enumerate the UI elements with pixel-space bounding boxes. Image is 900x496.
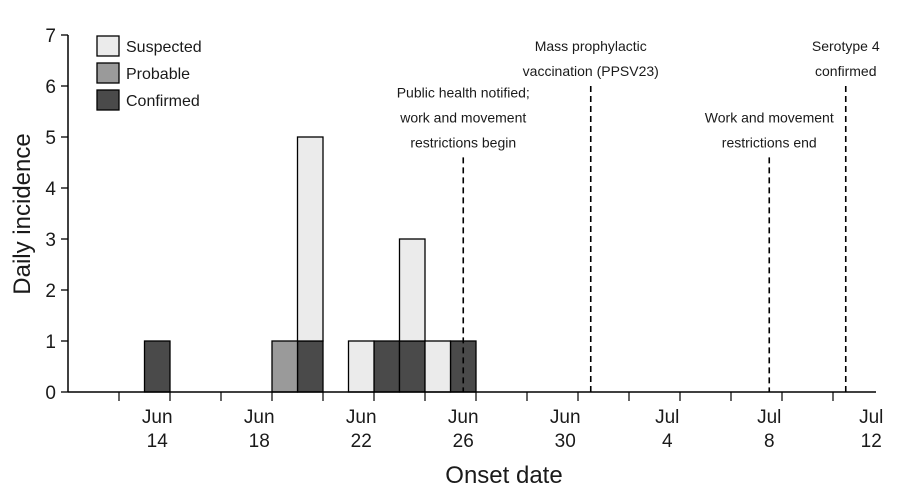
- bar-confirmed-jun-24: [398, 340, 426, 393]
- legend-label-confirmed: Confirmed: [126, 93, 200, 110]
- bars-layer: [143, 136, 477, 393]
- x-tick-label-jun-22: Jun: [346, 407, 377, 428]
- y-tick-label-7: 7: [45, 26, 56, 47]
- x-tick-label-jun-22-day: 22: [351, 431, 372, 452]
- annotation-3-line-1: Work and movement: [705, 109, 834, 125]
- x-tick-label-jun-26-day: 26: [453, 431, 474, 452]
- x-tick-label-jul-12: Jul: [859, 407, 883, 428]
- annotation-2-line-2: vaccination (PPSV23): [523, 63, 659, 79]
- annotation-4-line-1: Serotype 4: [812, 38, 880, 54]
- y-tick-label-6: 6: [45, 77, 56, 98]
- annotations-layer: Public health notified; work and movement…: [397, 38, 880, 392]
- annotation-1-line-2: work and movement: [399, 109, 526, 125]
- x-axis-title: Onset date: [445, 462, 562, 489]
- annotation-1-line-3: restrictions begin: [410, 134, 516, 150]
- annotation-4-line-2: confirmed: [815, 63, 876, 79]
- annotation-3-line-2: restrictions end: [722, 134, 817, 150]
- y-tick-label-4: 4: [45, 179, 56, 200]
- bar-confirmed-jun-20: [296, 340, 324, 393]
- annotation-2-line-1: Mass prophylactic: [535, 38, 647, 54]
- bar-suspected-jun-25: [424, 340, 452, 393]
- annotation-1-line-1: Public health notified;: [397, 84, 530, 100]
- x-tick-label-jun-14: Jun: [142, 407, 173, 428]
- bar-suspected-jun-24: [398, 238, 426, 342]
- x-tick-label-jun-18: Jun: [244, 407, 275, 428]
- bar-probable-jun-19: [271, 340, 299, 393]
- bar-confirmed-jun-14: [143, 340, 171, 393]
- y-axis-title: Daily incidence: [9, 133, 36, 294]
- x-tick-label-jul-8-day: 8: [764, 431, 775, 452]
- x-tick-label-jun-26: Jun: [448, 407, 479, 428]
- x-tick-label-jul-12-day: 12: [861, 431, 882, 452]
- y-tick-label-3: 3: [45, 230, 56, 251]
- legend-label-suspected: Suspected: [126, 39, 202, 56]
- bar-suspected-jun-22: [347, 340, 375, 393]
- legend-swatch-probable: [96, 62, 120, 84]
- x-tick-label-jul-8: Jul: [757, 407, 781, 428]
- legend-swatch-suspected: [96, 35, 120, 57]
- axes-layer: 01234567Jun14Jun18Jun22Jun26Jun30Jul4Jul…: [45, 26, 883, 452]
- x-tick-label-jun-18-day: 18: [249, 431, 270, 452]
- bar-confirmed-jun-23: [373, 340, 401, 393]
- x-tick-label-jun-30-day: 30: [555, 431, 576, 452]
- legend-swatch-confirmed: [96, 89, 120, 111]
- y-tick-label-1: 1: [45, 332, 56, 353]
- legend-label-probable: Probable: [126, 66, 190, 83]
- x-tick-label-jun-14-day: 14: [147, 431, 169, 452]
- x-tick-label-jun-30: Jun: [550, 407, 581, 428]
- x-tick-label-jul-4-day: 4: [662, 431, 673, 452]
- y-tick-label-2: 2: [45, 281, 56, 302]
- y-tick-label-5: 5: [45, 128, 56, 149]
- bar-suspected-jun-20: [296, 136, 324, 342]
- x-tick-label-jul-4: Jul: [655, 407, 679, 428]
- y-tick-label-0: 0: [45, 383, 56, 404]
- legend: Suspected Probable Confirmed: [96, 35, 202, 111]
